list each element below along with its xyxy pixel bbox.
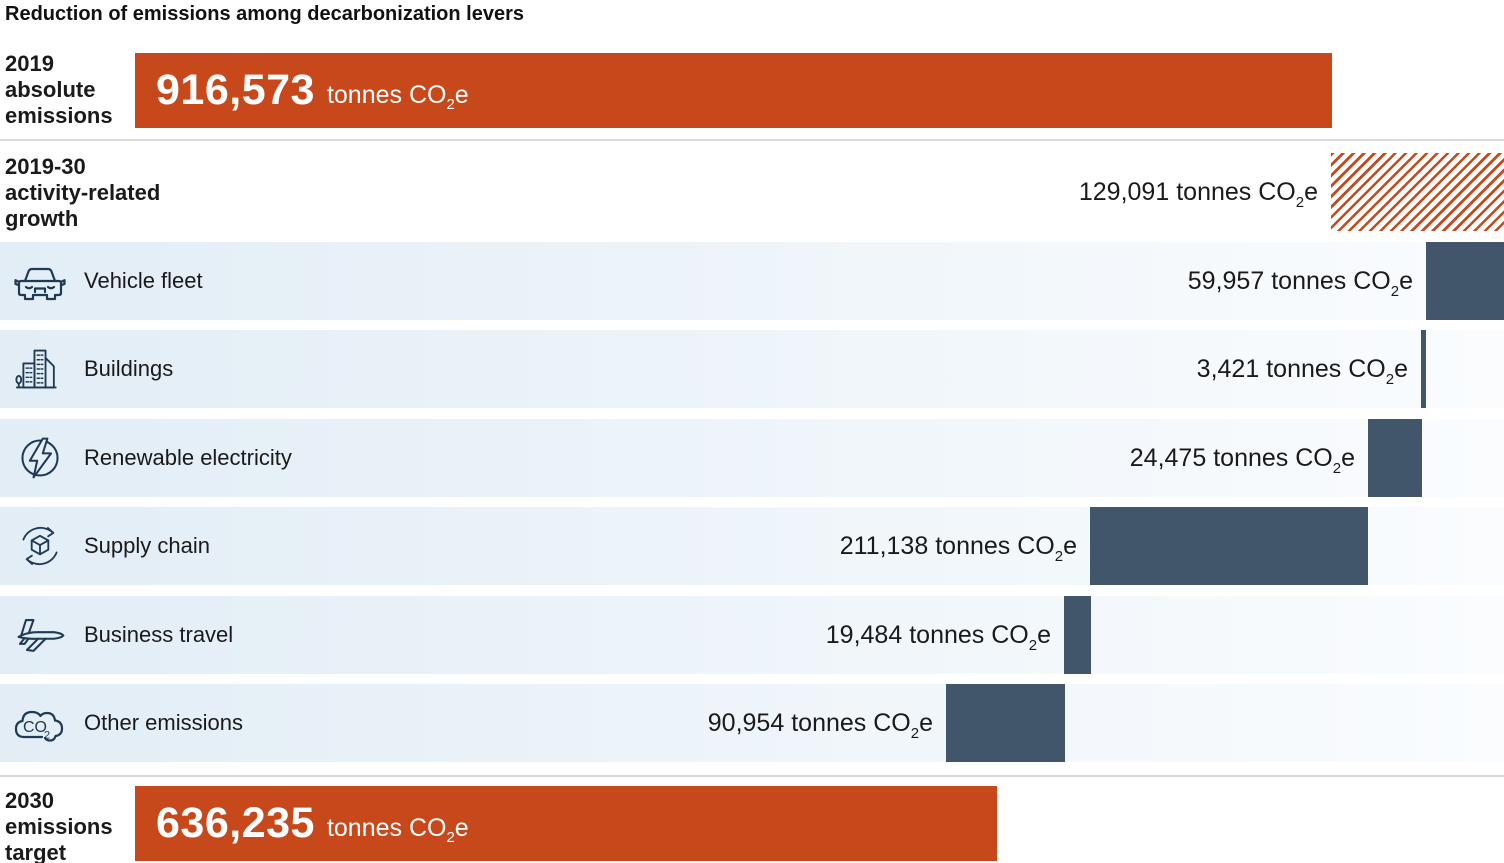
- row-business-travel: Business travel 19,484 tonnes CO2e: [0, 596, 1504, 674]
- row-label: Renewable electricity: [84, 445, 292, 470]
- separator-bottom: [0, 775, 1504, 777]
- svg-text:2: 2: [44, 730, 50, 742]
- car-icon: [12, 257, 68, 305]
- svg-text:CO: CO: [23, 719, 47, 736]
- row-supply-chain: Supply chain 211,138 tonnes CO2e: [0, 507, 1504, 585]
- target-unit: tonnes CO2e: [326, 814, 469, 846]
- bar-other-emissions: [946, 684, 1065, 762]
- bar-supply-chain: [1090, 507, 1368, 585]
- label-2030-emissions-target: 2030 emissions target: [5, 788, 113, 863]
- row-vehicle-fleet: Vehicle fleet 59,957 tonnes CO2e: [0, 242, 1504, 320]
- bar-2019-absolute-emissions: 916,573 tonnes CO2e: [135, 53, 1332, 128]
- bar-activity-related-growth-hatched: [1331, 153, 1504, 231]
- separator-top: [0, 139, 1504, 141]
- airplane-icon: [12, 611, 68, 659]
- value-label: 24,475 tonnes CO2e: [1129, 444, 1355, 477]
- row-label: Other emissions: [84, 710, 243, 735]
- target-value: 636,235: [156, 799, 315, 847]
- bar-buildings: [1421, 330, 1426, 408]
- row-renewable-electricity: Renewable electricity 24,475 tonnes CO2e: [0, 419, 1504, 497]
- row-other-emissions: CO 2 Other emissions 90,954 tonnes CO2e: [0, 684, 1504, 762]
- value-label: 19,484 tonnes CO2e: [825, 621, 1051, 654]
- row-label: Vehicle fleet: [84, 268, 203, 293]
- row-label: Buildings: [84, 356, 174, 381]
- co2-cloud-icon: CO 2: [12, 699, 68, 747]
- buildings-icon: [12, 345, 68, 393]
- supply-chain-icon: [12, 522, 68, 570]
- row-buildings: Buildings 3,421 tonnes CO2e: [0, 330, 1504, 408]
- value-label: 90,954 tonnes CO2e: [707, 709, 933, 742]
- label-activity-related-growth: 2019-30 activity-related growth: [5, 154, 161, 231]
- value-label: 211,138 tonnes CO2e: [839, 532, 1077, 565]
- row-label: Business travel: [84, 622, 234, 647]
- bar-2030-emissions-target: 636,235 tonnes CO2e: [135, 786, 997, 861]
- growth-value-label: 129,091 tonnes CO2e: [1078, 178, 1318, 211]
- start-value: 916,573: [156, 66, 315, 114]
- row-label: Supply chain: [84, 533, 210, 558]
- value-label: 59,957 tonnes CO2e: [1187, 267, 1413, 300]
- bar-business-travel: [1064, 596, 1091, 674]
- start-unit: tonnes CO2e: [326, 81, 469, 113]
- bar-renewable-electricity: [1368, 419, 1422, 497]
- label-2019-absolute-emissions: 2019 absolute emissions: [5, 51, 113, 128]
- chart-title: Reduction of emissions among decarboniza…: [5, 3, 524, 25]
- bar-vehicle-fleet: [1426, 242, 1504, 320]
- lightning-icon: [12, 434, 68, 482]
- value-label: 3,421 tonnes CO2e: [1196, 355, 1408, 388]
